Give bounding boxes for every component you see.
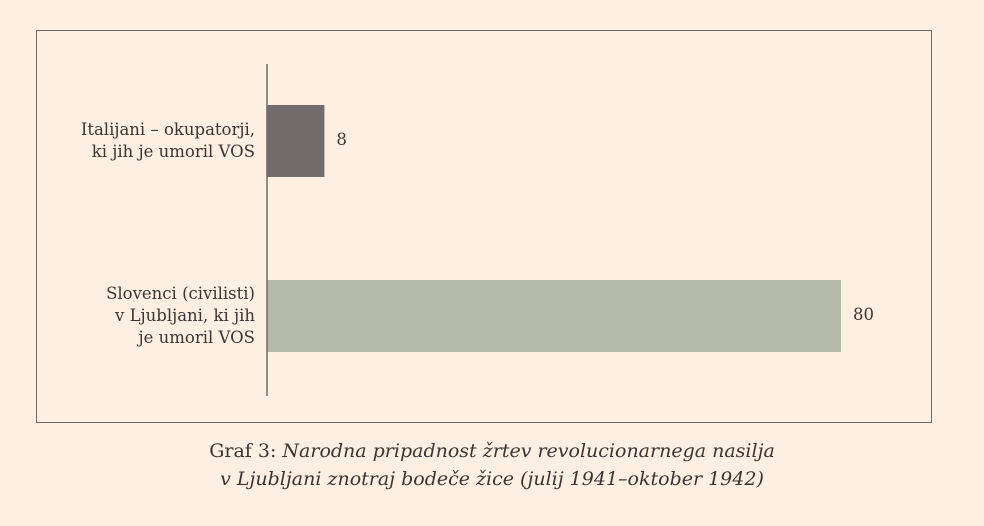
caption-line-1: Graf 3: Narodna pripadnost žrtev revoluc…	[0, 437, 984, 465]
bar-2	[267, 280, 841, 352]
value-label-1: 8	[336, 130, 347, 149]
bar-1	[267, 105, 325, 177]
caption-line-2: v Ljubljani znotraj bodeče žice (julij 1…	[0, 465, 984, 493]
value-label-2: 80	[853, 305, 874, 324]
chart-frame	[36, 30, 932, 423]
category-label-1: Italijani – okupatorji, ki jih je umoril…	[80, 120, 255, 161]
caption-title-line2: v Ljubljani znotraj bodeče žice (julij 1…	[220, 468, 764, 490]
category-label-2: Slovenci (civilisti) v Ljubljani, ki jih…	[106, 284, 255, 347]
caption-prefix: Graf 3:	[209, 440, 277, 462]
caption-title-line1: Narodna pripadnost žrtev revolucionarneg…	[282, 440, 775, 462]
chart-caption: Graf 3: Narodna pripadnost žrtev revoluc…	[0, 437, 984, 493]
